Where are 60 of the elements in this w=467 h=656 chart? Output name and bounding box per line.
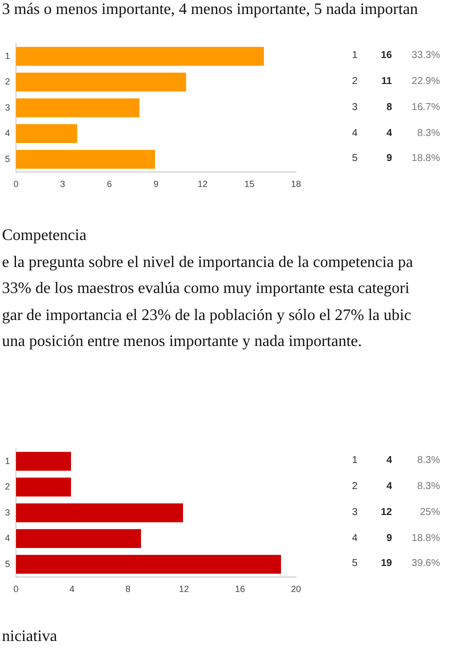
data-label: 4 [386,455,392,466]
data-label: 9 [386,153,392,164]
y-tick-label: 4 [4,128,10,138]
category-label: 5 [352,558,358,570]
category-label: 4 [352,128,358,139]
category-label: 5 [352,153,358,164]
x-tick-label: 15 [244,179,254,190]
data-label: 4 [386,481,392,492]
y-tick-label: 2 [4,482,10,492]
text: una posición entre menos importante y nada importante. [2,333,362,351]
y-tick-label: 5 [4,558,10,569]
y-tick-label: 2 [4,76,10,87]
text: 33% de los maestros evalúa como muy importante esta categori [2,280,410,298]
data-label: 9 [386,532,392,544]
text: 3 más o menos importante, 4 menos importante, 5 nada importan [2,1,418,19]
x-tick-label: 18 [290,179,302,190]
category-label: 3 [352,102,358,113]
y-tick-label: 3 [4,507,10,518]
y-tick-label: 1 [4,50,10,61]
x-tick-label: 9 [153,179,159,190]
text: 22.9% [410,75,440,90]
x-tick-label: 12 [198,179,208,190]
text: 18.8% [410,152,440,166]
category-label: 1 [352,50,358,62]
x-tick-label: 4 [69,584,75,594]
x-tick-label: 8 [125,584,131,594]
category-label: 2 [352,481,358,492]
x-tick-label: 16 [234,584,246,594]
y-tick-label: 5 [4,154,10,164]
data-label: 11 [381,76,392,88]
text: Competencia [2,227,86,245]
text: 8.3% [416,126,440,141]
data-label: 16 [380,50,392,62]
text: 18.8% [410,532,440,546]
y-tick-label: 4 [4,533,10,544]
data-label: 12 [380,506,392,518]
y-tick-label: 3 [4,102,10,112]
category-label: 3 [352,506,358,518]
text: 25% [418,506,440,520]
text: niciativa [2,628,58,646]
category-label: 2 [352,76,358,88]
x-tick-label: 3 [60,179,66,190]
text: 8.3% [416,454,440,468]
category-label: 1 [352,455,358,466]
y-tick-label: 1 [4,456,10,466]
text: 33.3% [410,49,440,64]
text: e la pregunta sobre el nivel de importancia de la competencia pa [2,254,413,272]
category-label: 4 [352,532,358,544]
x-tick-label: 12 [178,584,190,594]
data-label: 19 [380,558,392,570]
x-tick-label: 0 [14,179,19,190]
text: 39.6% [410,557,440,572]
data-label: 8 [386,102,392,113]
text: 16.7% [410,100,440,115]
data-label: 4 [386,128,392,139]
text: 8.3% [416,480,440,494]
text: gar de importancia el 23% de la población y sólo el 27% la ubic [2,307,412,325]
x-tick-label: 6 [106,179,112,190]
x-tick-label: 0 [14,584,19,594]
x-tick-label: 20 [290,584,302,594]
